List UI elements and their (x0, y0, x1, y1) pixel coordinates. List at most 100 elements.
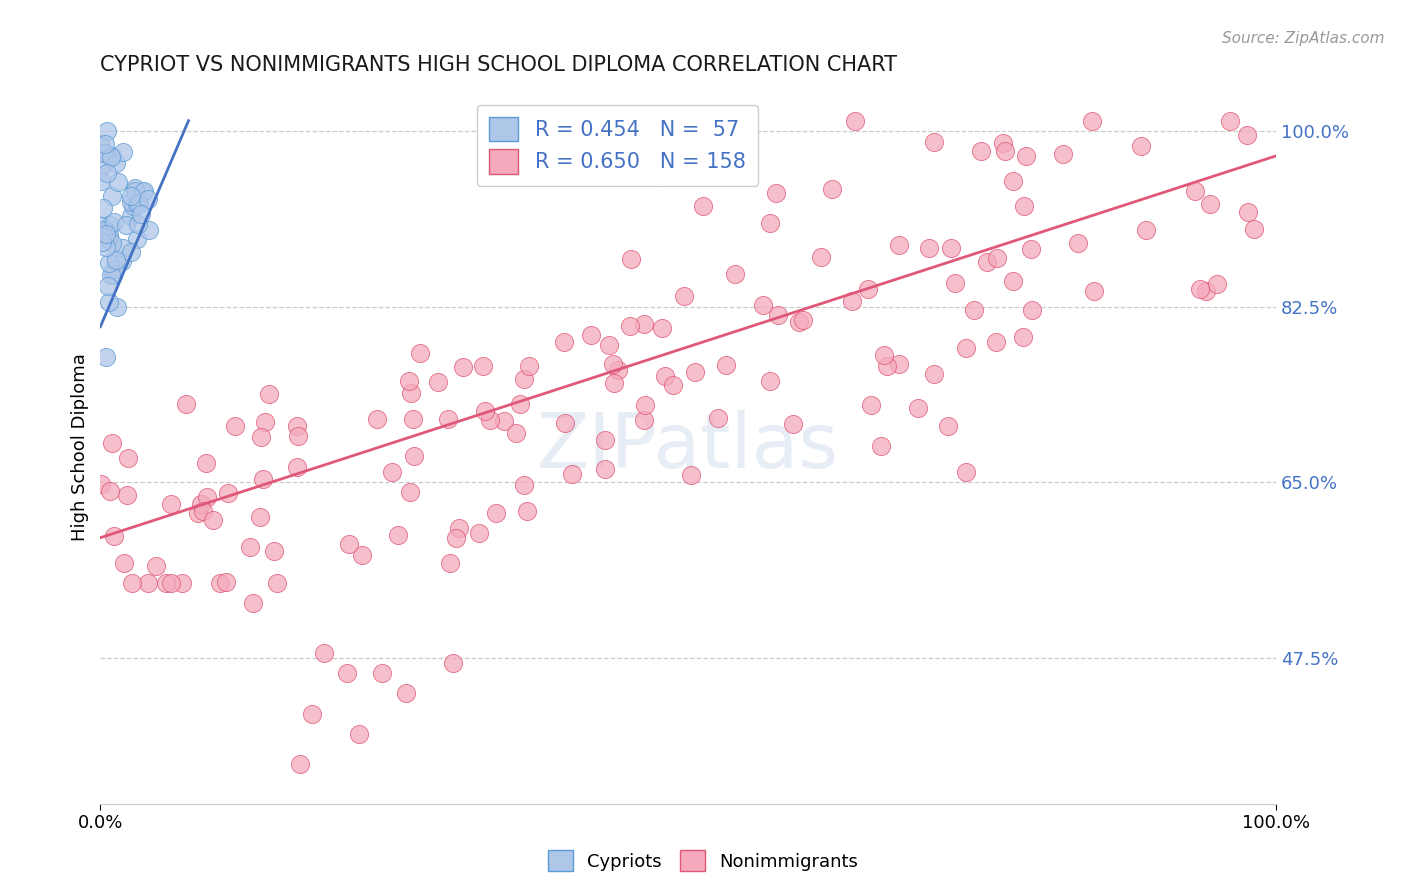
Point (100, 483, 122, 498)
Point (94, 136, 117, 151)
Point (371, 666, 394, 681)
Point (215, 575, 238, 590)
Point (924, 135, 946, 149)
Point (984, 335, 1007, 350)
Point (409, 346, 432, 360)
Point (553, 334, 575, 349)
Point (633, 318, 655, 332)
Point (121, 199, 143, 213)
Point (107, 175, 129, 189)
Point (724, 267, 747, 281)
Legend: Cypriots, Nonimmigrants: Cypriots, Nonimmigrants (540, 843, 866, 879)
Point (1011, 330, 1033, 344)
Point (595, 462, 617, 476)
Point (1135, 223, 1157, 237)
Point (482, 123, 505, 137)
Point (1001, 174, 1024, 188)
Point (350, 548, 373, 562)
Point (603, 376, 626, 391)
Point (468, 526, 491, 541)
Point (111, 241, 134, 255)
Point (787, 315, 810, 329)
Point (598, 338, 620, 352)
Text: Source: ZipAtlas.com: Source: ZipAtlas.com (1222, 31, 1385, 46)
Point (1080, 113, 1102, 128)
Point (766, 308, 789, 322)
Point (936, 419, 959, 434)
Point (651, 321, 673, 335)
Point (101, 268, 124, 282)
Point (103, 529, 125, 543)
Point (129, 207, 152, 221)
Point (1237, 204, 1260, 219)
Point (105, 253, 128, 268)
Point (395, 686, 418, 700)
Point (654, 368, 676, 383)
Point (97, 256, 120, 270)
Point (917, 241, 939, 255)
Point (1188, 282, 1211, 296)
Point (138, 223, 160, 237)
Point (447, 521, 470, 535)
Point (782, 417, 804, 431)
Point (381, 465, 404, 479)
Point (98, 231, 121, 245)
Point (100, 189, 122, 203)
Point (451, 360, 474, 375)
Point (661, 378, 683, 392)
Point (94, 227, 117, 241)
Point (1015, 148, 1038, 162)
Point (650, 169, 672, 184)
Point (93, 229, 115, 244)
Point (128, 196, 150, 211)
Point (120, 195, 142, 210)
Point (876, 359, 898, 374)
Point (160, 497, 183, 511)
Point (98, 227, 121, 242)
Point (132, 185, 155, 199)
Point (426, 376, 449, 390)
Point (201, 513, 224, 527)
Text: CYPRIOT VS NONIMMIGRANTS HIGH SCHOOL DIPLOMA CORRELATION CHART: CYPRIOT VS NONIMMIGRANTS HIGH SCHOOL DIP… (100, 55, 897, 75)
Point (841, 294, 863, 309)
Point (1199, 196, 1222, 211)
Point (347, 726, 370, 740)
Point (634, 399, 657, 413)
Point (103, 261, 125, 276)
Point (758, 217, 780, 231)
Point (620, 252, 643, 266)
Point (810, 251, 832, 265)
Point (398, 375, 420, 389)
Point (100, 150, 122, 164)
Point (93, 223, 115, 237)
Point (105, 301, 128, 315)
Point (194, 456, 217, 470)
Point (472, 359, 495, 373)
Point (398, 485, 420, 500)
Point (101, 235, 124, 250)
Point (681, 467, 703, 482)
Point (136, 192, 159, 206)
Point (224, 419, 246, 434)
Point (1052, 147, 1074, 161)
Point (98, 219, 121, 233)
Point (96, 224, 118, 238)
Point (174, 397, 197, 411)
Point (821, 182, 844, 196)
Point (96, 124, 118, 138)
Point (125, 197, 148, 211)
Point (955, 465, 977, 479)
Point (492, 414, 515, 428)
Point (366, 412, 388, 426)
Point (1129, 139, 1152, 153)
Point (579, 328, 602, 343)
Point (619, 319, 641, 334)
Point (692, 199, 714, 213)
Point (517, 359, 540, 373)
Point (513, 372, 536, 386)
Point (112, 145, 135, 159)
Point (474, 403, 496, 417)
Point (90, 161, 112, 175)
Point (312, 646, 335, 660)
Point (239, 541, 262, 555)
